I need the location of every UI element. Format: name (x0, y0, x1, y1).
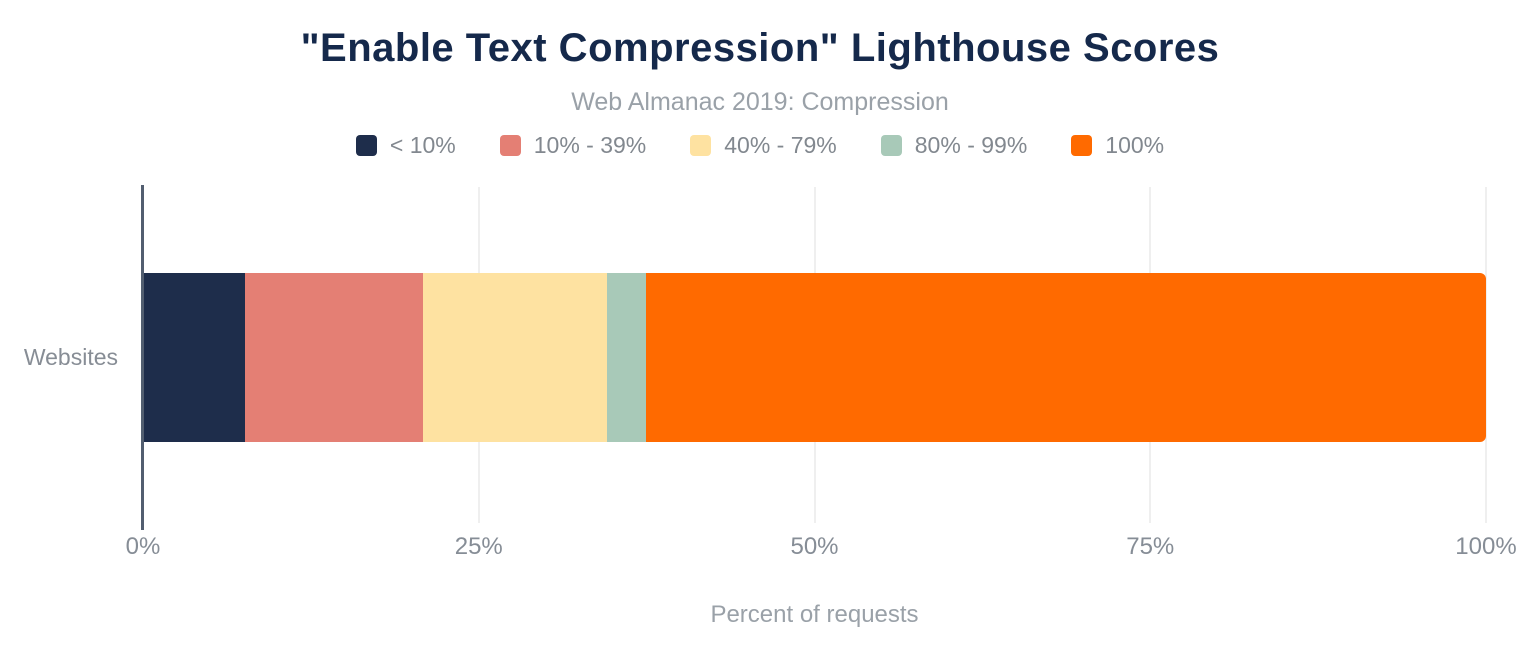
legend-item-1[interactable]: < 10% (355, 132, 456, 159)
legend-label: < 10% (389, 132, 456, 158)
bar-segment-4[interactable] (606, 273, 646, 442)
legend-label: 100% (1105, 132, 1165, 158)
legend-item-3[interactable]: 40% - 79% (690, 132, 837, 159)
x-tick-label-100%: 100% (1455, 533, 1517, 560)
bar-segment-5[interactable] (645, 273, 1486, 442)
legend-swatch-icon (880, 135, 902, 156)
legend-label: 10% - 39% (533, 132, 647, 158)
legend: < 10% 10% - 39% 40% - 79% 80% - 99% 100% (0, 132, 1520, 159)
x-tick-label-25%: 25% (454, 533, 503, 560)
legend-label: 80% - 99% (914, 132, 1028, 158)
x-axis-title: Percent of requests (710, 601, 919, 628)
bar-segment-2[interactable] (245, 273, 423, 442)
stacked-bar-websites (143, 273, 1486, 442)
legend-item-4[interactable]: 80% - 99% (880, 132, 1028, 159)
legend-item-2[interactable]: 10% - 39% (499, 132, 647, 159)
bar-segment-3[interactable] (422, 273, 607, 442)
y-category-label-websites: Websites (23, 344, 118, 370)
gridline-100% (1485, 187, 1487, 523)
x-tick-label-50%: 50% (790, 533, 839, 560)
legend-swatch-icon (499, 135, 521, 156)
legend-swatch-icon (1071, 135, 1093, 156)
legend-item-5[interactable]: 100% (1071, 132, 1164, 159)
legend-swatch-icon (690, 135, 712, 156)
bar-segment-1[interactable] (143, 273, 246, 442)
x-axis-ticks: 0% 25% 50% 75% 100% (126, 533, 1517, 563)
chart-subtitle: Web Almanac 2019: Compression (571, 88, 949, 116)
y-axis-line (141, 185, 144, 530)
plot-area (143, 187, 1487, 523)
x-tick-label-0%: 0% (125, 533, 161, 560)
chart-title: "Enable Text Compression" Lighthouse Sco… (300, 26, 1220, 70)
legend-swatch-icon (355, 135, 377, 156)
x-tick-label-75%: 75% (1126, 533, 1175, 560)
legend-label: 40% - 79% (724, 132, 837, 158)
